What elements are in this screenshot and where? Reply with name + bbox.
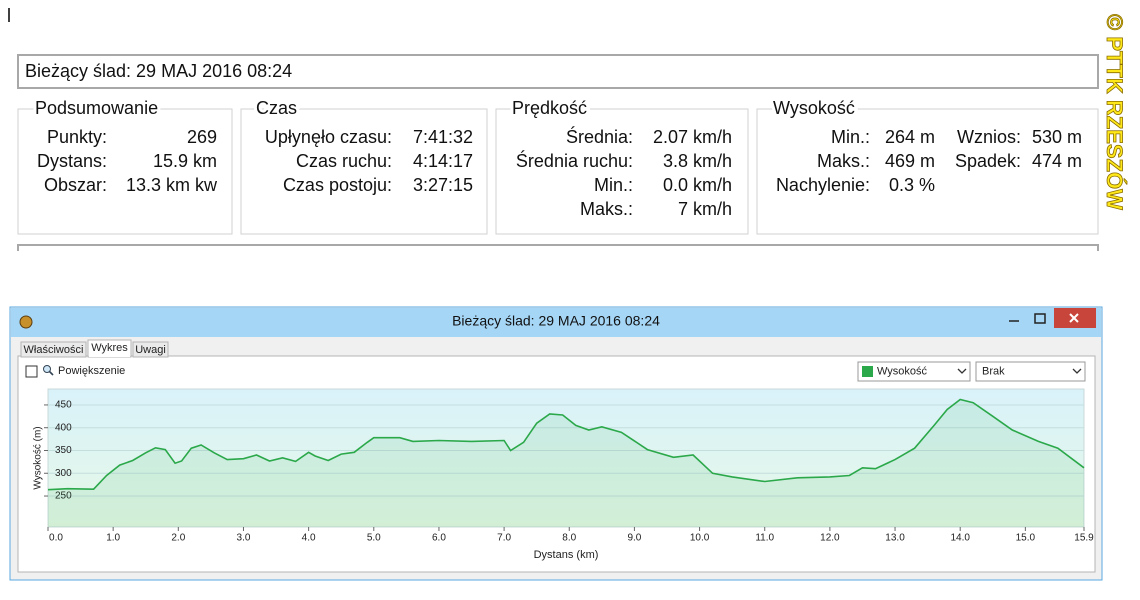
stat-value: 264 m [885, 127, 935, 147]
x-tick-label: 8.0 [562, 533, 576, 544]
x-tick-label: 15.0 [1016, 533, 1036, 544]
x-tick-label: 10.0 [690, 533, 710, 544]
group-box [495, 108, 749, 235]
stat-value: 269 [187, 127, 217, 147]
stat-value: 3:27:15 [413, 175, 473, 195]
chart: 250 300 350 400 450 0.0 1.0 2.0 3.0 4.0 5.0 6.0 7.0 8… [44, 398, 1094, 544]
x-tick-label: 5.0 [367, 533, 381, 544]
stat-label: Punkty: [47, 127, 107, 147]
group-title: Wysokość [773, 98, 855, 118]
x-tick-label: 2.0 [171, 533, 185, 544]
group-box [756, 108, 1099, 235]
y-tick-label: 300 [55, 468, 72, 479]
stat-value: 15.9 km [153, 151, 217, 171]
stat-label: Upłynęło czasu: [265, 127, 392, 147]
x-tick-label: 0.0 [49, 533, 63, 544]
stat-label: Średnia: [566, 126, 633, 147]
x-axis-label: Dystans (km) [534, 549, 599, 561]
stat-value: 3.8 km/h [663, 151, 732, 171]
y-axis-label: Wysokość (m) [33, 426, 44, 489]
stat-label: Maks.: [580, 199, 633, 219]
checkbox[interactable] [25, 365, 38, 378]
x-tick-label: 4.0 [302, 533, 316, 544]
groups: Podsumowanie Punkty: 269 Dystans: 15.9 km Obs… [17, 95, 1099, 235]
stat-label: Średnia ruchu: [516, 150, 633, 171]
elevation-line [47, 398, 1085, 491]
y-tick-label: 450 [55, 400, 72, 411]
stat-label: Maks.: [817, 151, 870, 171]
stat-label: Dystans: [37, 151, 107, 171]
dropdown-arrow [957, 368, 967, 374]
stat-value: 469 m [885, 151, 935, 171]
window-title: Bieżący ślad: 29 MAJ 2016 08:24 [452, 313, 660, 329]
x-tick-label: 3.0 [237, 533, 251, 544]
x-tick-label: 12.0 [820, 533, 840, 544]
stat-label: Czas postoju: [283, 175, 392, 195]
close-icon [1069, 313, 1079, 323]
tab-label[interactable]: Uwagi [135, 344, 166, 356]
stat-value: 530 m [1032, 127, 1082, 147]
stat-label: Nachylenie: [776, 175, 870, 195]
group-box [17, 108, 233, 235]
legend-swatch [862, 366, 873, 377]
stat-value: 4:14:17 [413, 151, 473, 171]
stat-label: Min.: [594, 175, 633, 195]
stat-value: 7:41:32 [413, 127, 473, 147]
dropdown-arrow [1072, 368, 1082, 374]
magnifier-handle [48, 370, 54, 376]
group-title: Prędkość [512, 98, 587, 118]
stat-value: 0.3 % [889, 175, 935, 195]
watermark: © PTTK RZESZÓW [1102, 14, 1127, 210]
stat-value: 2.07 km/h [653, 127, 732, 147]
magnifier-icon [43, 365, 51, 373]
window-icon [19, 315, 33, 329]
x-tick-label: 14.0 [950, 533, 970, 544]
maximize-button[interactable] [1034, 313, 1046, 324]
stat-label: Wznios: [957, 127, 1021, 147]
x-tick-label: 1.0 [106, 533, 120, 544]
y-tick-label: 350 [55, 445, 72, 456]
y-tick-label: 400 [55, 422, 72, 433]
stat-label: Czas ruchu: [296, 151, 392, 171]
group-box [240, 108, 488, 235]
group-title: Czas [256, 98, 297, 118]
stat-label: Min.: [831, 127, 870, 147]
stat-value: 474 m [1032, 151, 1082, 171]
second-series-label[interactable]: Brak [982, 365, 1005, 377]
x-tick-label: 6.0 [432, 533, 446, 544]
tab[interactable] [132, 341, 169, 358]
tab-label[interactable]: Właściwości [24, 344, 84, 356]
group-title: Podsumowanie [35, 98, 158, 118]
stat-value: 0.0 km/h [663, 175, 732, 195]
y-tick-label: 250 [55, 491, 72, 502]
zoom-label[interactable]: Powiększenie [58, 365, 125, 377]
x-tick-label: 13.0 [885, 533, 905, 544]
summary-box [17, 54, 1099, 89]
summary-title: Bieżący ślad: 29 MAJ 2016 08:24 [25, 61, 292, 81]
area-fill [48, 399, 1084, 527]
stat-value: 7 km/h [678, 199, 732, 219]
next-box-edge [17, 244, 1099, 251]
legend-label[interactable]: Wysokość [877, 365, 928, 377]
plot-area [47, 388, 1085, 528]
x-tick-label: 11.0 [755, 533, 774, 544]
x-tick-label: 9.0 [627, 533, 641, 544]
x-tick-label: 7.0 [497, 533, 511, 544]
stat-value: 13.3 km kw [126, 175, 218, 195]
stat-label: Spadek: [955, 151, 1021, 171]
tab-label[interactable]: Wykres [91, 342, 128, 354]
series-dropdown[interactable] [857, 361, 971, 382]
stat-label: Obszar: [44, 175, 107, 195]
title-bar [11, 308, 1101, 337]
x-tick-label: 15.9 [1074, 533, 1094, 544]
tab[interactable] [20, 341, 87, 358]
second-dropdown[interactable] [975, 361, 1086, 382]
